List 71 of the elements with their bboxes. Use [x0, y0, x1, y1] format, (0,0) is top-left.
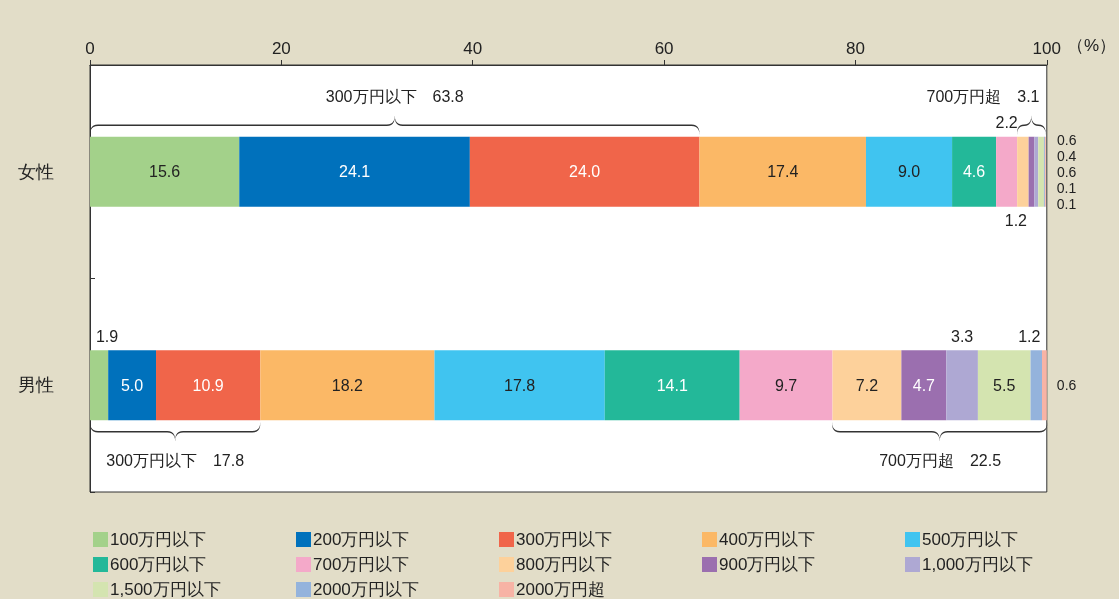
- bar: [901, 350, 947, 421]
- bar: [108, 350, 157, 421]
- data-label: 17.4: [767, 163, 799, 181]
- annotation: 700万円超 3.1: [926, 88, 1040, 106]
- bar: [699, 136, 866, 207]
- data-label: 7.2: [855, 376, 879, 394]
- data-label: 14.1: [656, 376, 688, 394]
- data-label: 18.2: [331, 376, 364, 394]
- legend-label: 600万円以下: [110, 555, 207, 574]
- data-label: 2.2: [995, 114, 1018, 132]
- legend-label: 200万円以下: [313, 530, 410, 549]
- legend-label: 2000万円超: [516, 580, 605, 599]
- bar: [90, 136, 240, 207]
- data-label: 24.1: [338, 163, 371, 181]
- legend-label: 700万円以下: [313, 555, 410, 574]
- bar: [260, 350, 435, 421]
- data-label: 5.0: [120, 376, 144, 394]
- data-label: 4.7: [912, 376, 936, 394]
- data-label: 0.1: [1056, 179, 1077, 196]
- data-label: 5.5: [993, 376, 1016, 394]
- bar: [604, 350, 740, 421]
- legend-label: 900万円以下: [719, 555, 816, 574]
- data-label: 0.6: [1056, 163, 1077, 180]
- x-tick-label: 20: [271, 39, 291, 58]
- x-tick-label: 40: [463, 39, 483, 58]
- bar: [946, 350, 978, 421]
- legend-label: 300万円以下: [516, 530, 613, 549]
- bar: [952, 136, 997, 207]
- bar: [739, 350, 833, 421]
- legend-label: 100万円以下: [110, 530, 207, 549]
- x-axis-title: （%）: [1066, 35, 1117, 55]
- legend-label: 500万円以下: [922, 530, 1019, 549]
- x-tick-label: 0: [85, 39, 95, 58]
- bar: [977, 350, 1031, 421]
- data-label: 3.3: [951, 327, 974, 345]
- bar: [1038, 136, 1044, 207]
- data-label: 0.6: [1056, 131, 1077, 148]
- legend-label: 800万円以下: [516, 555, 613, 574]
- data-label: 17.8: [504, 376, 536, 394]
- bar: [1042, 350, 1047, 421]
- data-label: 9.7: [774, 376, 798, 394]
- bar: [434, 350, 605, 421]
- data-label: 10.9: [192, 376, 224, 394]
- x-tick-label: 100: [1032, 39, 1061, 58]
- annotation: 300万円以下 17.8: [106, 451, 245, 469]
- data-label: 24.0: [569, 163, 601, 181]
- bar: [90, 350, 109, 421]
- x-tick-label: 80: [845, 39, 865, 58]
- x-tick-label: 60: [654, 39, 674, 58]
- legend-label: 1,500万円以下: [110, 580, 221, 599]
- annotation: 300万円以下 63.8: [325, 88, 464, 106]
- data-label: 1.2: [1018, 327, 1041, 345]
- bar: [1034, 136, 1039, 207]
- bar: [1030, 350, 1043, 421]
- bar: [832, 350, 902, 421]
- data-label: 0.1: [1056, 195, 1077, 212]
- data-label: 4.6: [962, 163, 986, 181]
- y-tick-label: 男性: [18, 375, 54, 396]
- bar: [865, 136, 953, 207]
- data-label: 9.0: [897, 163, 921, 181]
- data-label: 1.2: [1004, 212, 1028, 230]
- legend-label: 400万円以下: [719, 530, 816, 549]
- annotation: 700万円超 22.5: [879, 451, 1002, 469]
- data-label: 1.9: [95, 327, 119, 345]
- legend-label: 2000万円以下: [313, 580, 419, 599]
- y-tick-label: 女性: [18, 161, 54, 182]
- legend-label: 1,000万円以下: [922, 555, 1033, 574]
- bar: [996, 136, 1018, 207]
- data-label: 15.6: [149, 163, 181, 181]
- data-label: 0.4: [1056, 147, 1077, 164]
- data-label: 0.6: [1056, 377, 1077, 394]
